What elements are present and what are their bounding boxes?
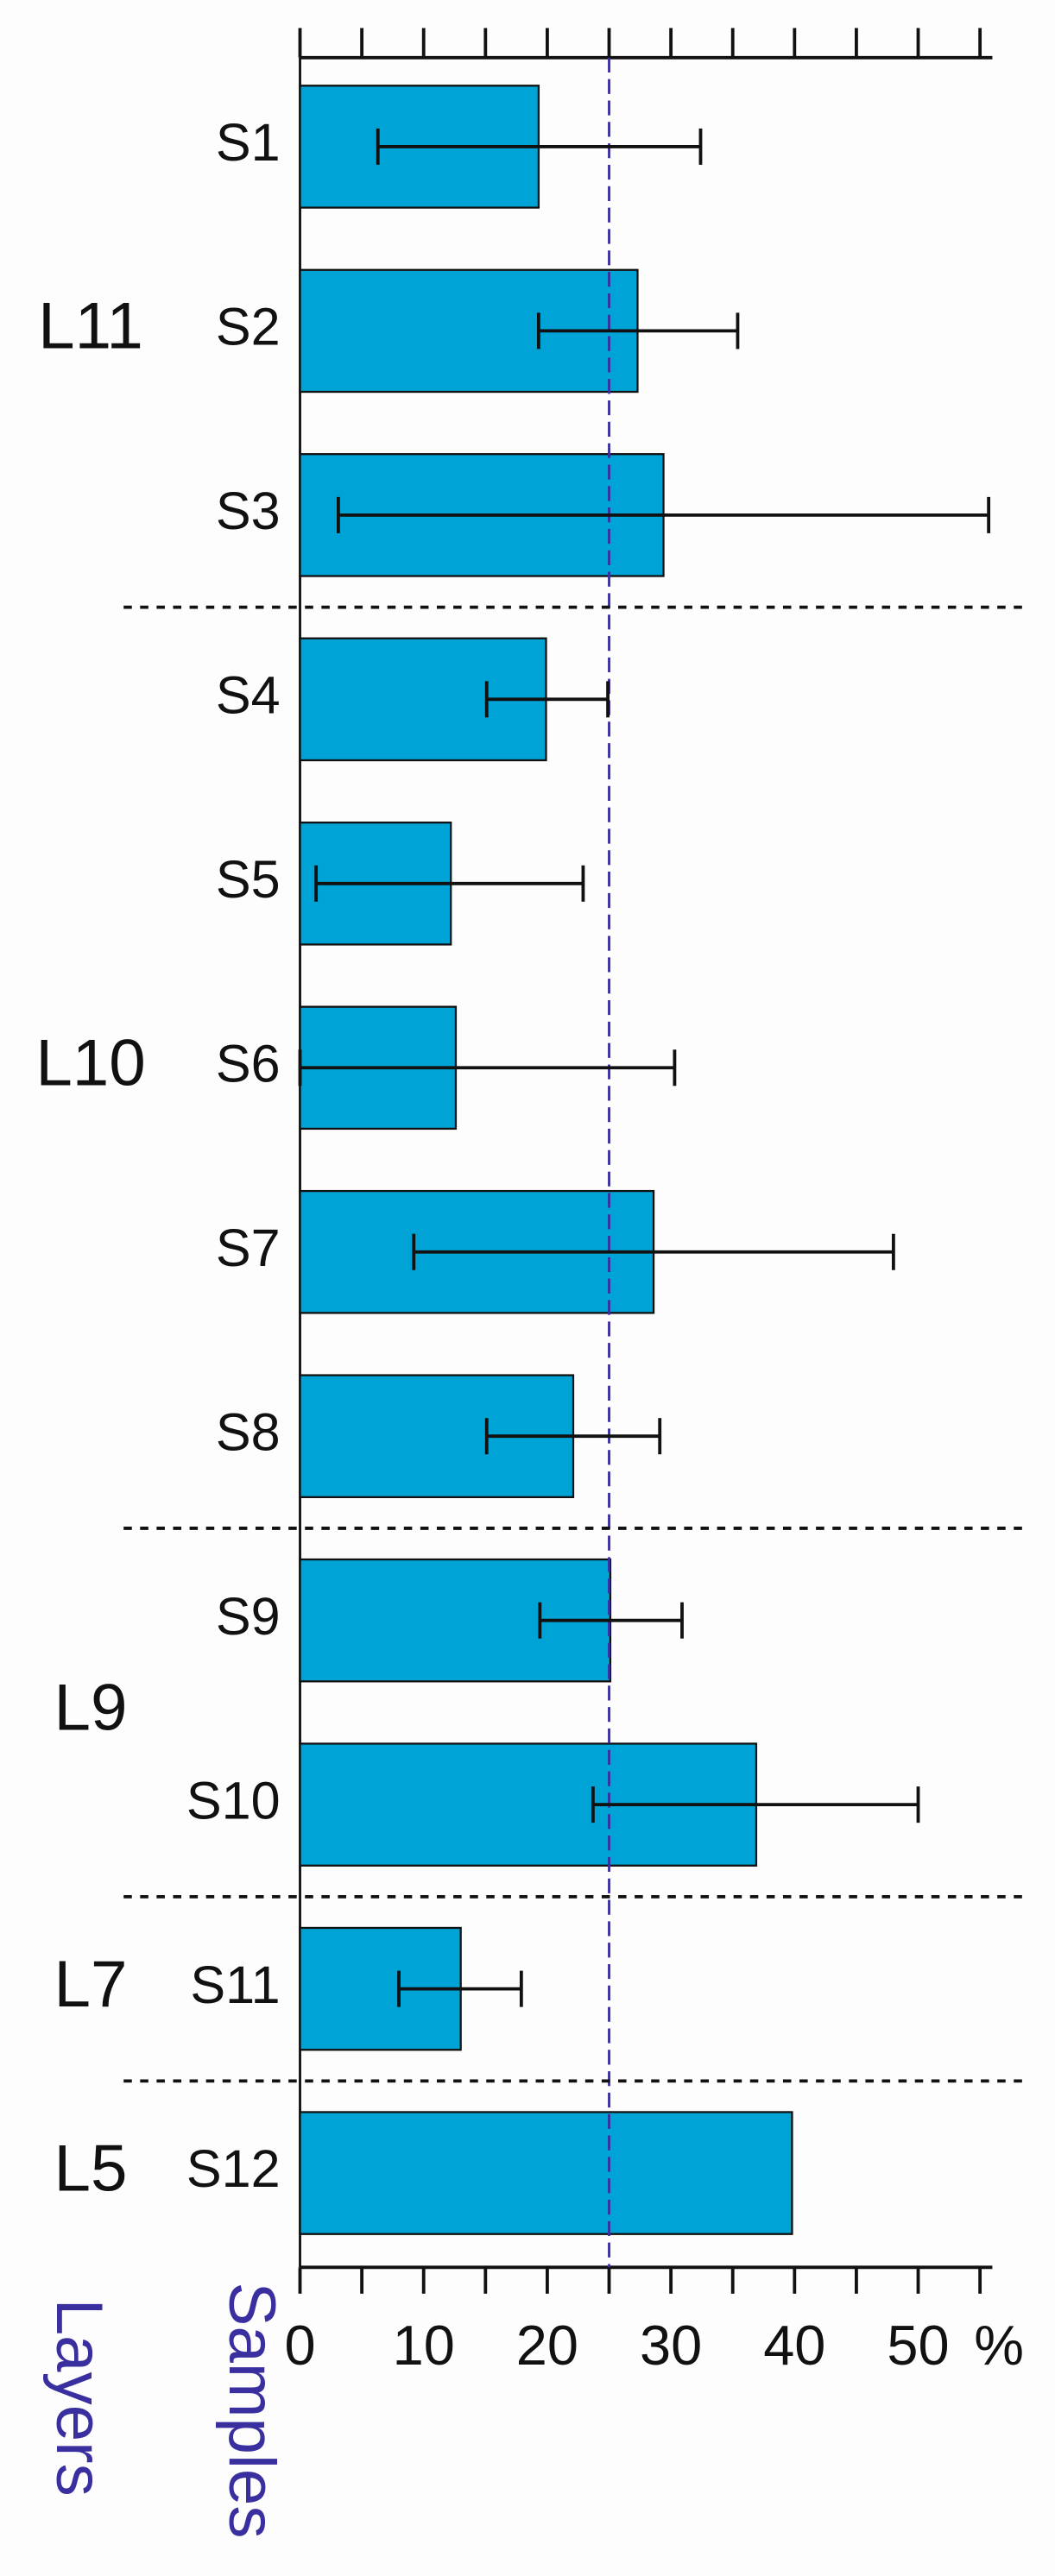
x-tick-label: 50	[887, 2314, 949, 2377]
y-tick-label: S11	[190, 1956, 280, 2014]
x-tick-label: 20	[516, 2314, 578, 2377]
x-tick-label: 40	[763, 2314, 825, 2377]
y-tick-label: S1	[216, 113, 281, 172]
layer-label: L5	[54, 2132, 128, 2205]
layer-label: L11	[38, 290, 143, 363]
layer-label: L10	[35, 1026, 145, 1099]
y-tick-label: S7	[216, 1219, 281, 1277]
layers-title: Layers	[42, 2299, 116, 2497]
bar	[299, 2111, 793, 2235]
layer-label: L9	[54, 1672, 128, 1745]
y-tick-label: S10	[186, 1771, 281, 1830]
y-tick-label: S8	[216, 1402, 281, 1461]
x-tick-label: 30	[640, 2314, 702, 2377]
x-tick-label: 10	[393, 2314, 455, 2377]
layer-label: L7	[54, 1948, 128, 2021]
x-unit: %	[974, 2314, 1024, 2377]
y-tick-label: S9	[216, 1587, 281, 1646]
y-tick-label: S5	[216, 850, 281, 909]
y-tick-label: S3	[216, 482, 281, 540]
y-tick-label: S4	[216, 665, 281, 724]
y-tick-label: S12	[186, 2139, 281, 2198]
y-tick-label: S2	[216, 298, 281, 356]
x-tick-label: 0	[284, 2314, 315, 2377]
y-tick-label: S6	[216, 1034, 281, 1093]
samples-title: Samples	[215, 2282, 288, 2538]
